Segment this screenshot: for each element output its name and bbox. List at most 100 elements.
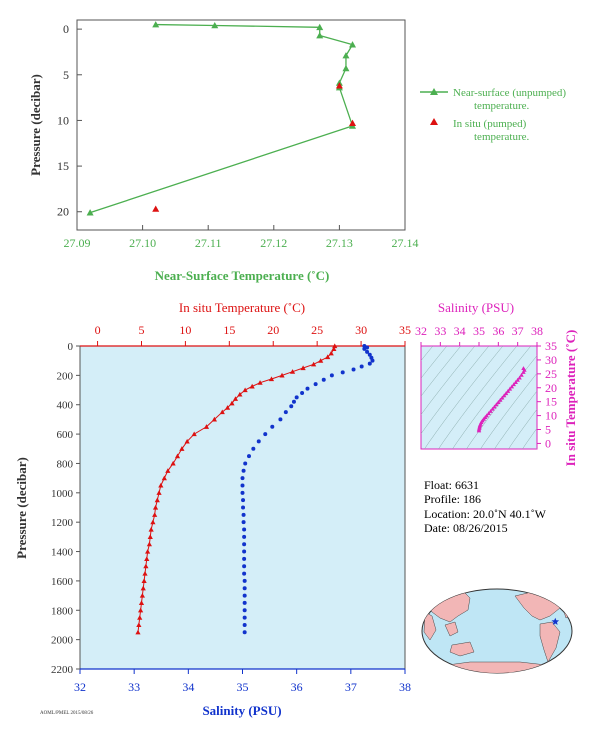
ts-point (500, 395, 505, 400)
temperature-profile-point (165, 468, 171, 473)
temperature-profile-point (237, 391, 243, 397)
unpumped-temperature-point (349, 41, 357, 48)
temperature-profile-series (135, 343, 338, 635)
temperature-profile-point (158, 482, 164, 488)
near-surface-y-label: Pressure (decibar) (28, 74, 43, 176)
temperature-profile-point (144, 556, 150, 561)
pumped-temperature-point (152, 205, 160, 212)
temperature-profile-point (150, 519, 156, 525)
unpumped-temperature-point (152, 21, 160, 28)
salinity-profile-point (362, 346, 367, 351)
unpumped-temperature-point (316, 23, 324, 31)
density-contour-line (494, 390, 537, 449)
ts-point (486, 411, 491, 416)
ts-temperature-tick-label: 5 (545, 423, 551, 437)
ts-salinity-ticks: 32 33 34 35 36 37 38 (415, 324, 543, 346)
temperature-profile-point (137, 615, 143, 620)
temperature-profile-point (203, 424, 210, 429)
salinity-profile-point (359, 364, 364, 369)
density-contour-line (421, 346, 448, 379)
pressure-tick-label: 0 (68, 341, 74, 353)
profile-pressure-ticks: 0 200 400 600 800 1000 1200 1400 1600 1800 2000 220… (51, 341, 80, 676)
ts-y-label: In situ Temperature (˚C) (563, 330, 578, 467)
float-id: Float: 6631 (424, 478, 479, 492)
salinity-profile-point (242, 608, 247, 613)
temperature-profile-point (279, 372, 285, 378)
profile-temperature-ticks: 0 5 10 15 20 25 30 35 (95, 323, 411, 346)
temperature-profile-point (184, 438, 190, 444)
ts-points (476, 366, 527, 433)
ts-salinity-tick-label: 37 (512, 324, 524, 338)
profile-top-x-label: In situ Temperature (˚C) (179, 300, 305, 315)
ts-temperature-tick-label: 20 (545, 381, 557, 395)
ts-point (496, 400, 501, 404)
salinity-profile-point (241, 498, 246, 503)
temperature-tick-label: 35 (399, 323, 411, 337)
footer-code: AOML/PMEL 2015/08/26 (40, 711, 94, 716)
ts-temperature-tick-label: 30 (545, 353, 557, 367)
float-location-marker (551, 617, 560, 625)
temperature-profile-point (152, 504, 159, 510)
salinity-profile-point (367, 361, 372, 366)
temperature-profile-point (138, 600, 145, 606)
ts-temperature-tick-label: 10 (545, 409, 557, 423)
density-contour-line (575, 336, 601, 454)
near-surface-y-tick-label: 15 (57, 159, 69, 173)
ts-point (517, 375, 522, 380)
temperature-profile-point (232, 396, 239, 401)
temperature-profile-point (229, 400, 235, 406)
temperature-tick-label: 0 (95, 323, 101, 337)
salinity-profile-point (242, 600, 247, 605)
legend-pumped-line1: In situ (pumped) (453, 118, 527, 130)
density-contour-line (421, 346, 434, 362)
temperature-tick-label: 25 (311, 323, 323, 337)
temperature-profile-point (219, 409, 225, 415)
salinity-profile-point (242, 615, 247, 620)
pressure-tick-label: 600 (57, 429, 74, 441)
temperature-profile-point (154, 497, 160, 503)
salinity-profile-series (240, 344, 375, 635)
ts-salinity-tick-label: 34 (454, 324, 466, 338)
pressure-tick-label: 1600 (51, 576, 74, 588)
ts-point (519, 372, 524, 377)
salinity-profile-point (241, 512, 246, 517)
unpumped-temperature-point (316, 32, 324, 39)
temperature-profile-point (257, 380, 263, 385)
location: Location: 20.0˚N 40.1˚W (424, 507, 547, 521)
temperature-profile-point (141, 578, 147, 583)
near-surface-temperature-chart: 27.09 27.10 27.11 27.12 27.13 27.14 05101520 … (28, 19, 566, 283)
ts-point (507, 386, 513, 391)
temperature-profile-point (138, 607, 144, 613)
salinity-tick-label: 32 (74, 680, 86, 694)
near-surface-y-tick-label: 10 (57, 113, 69, 127)
ts-point (521, 369, 526, 374)
ts-point (511, 382, 516, 387)
salinity-profile-point (313, 382, 318, 387)
salinity-profile-point (242, 586, 247, 591)
salinity-profile-point (242, 549, 247, 554)
ts-top-x-label: Salinity (PSU) (438, 300, 514, 315)
unpumped-temperature-point (86, 209, 94, 216)
legend-unpumped-line2: temperature. (474, 100, 530, 112)
salinity-profile-point (251, 446, 256, 451)
float-info: Float: 6631 Profile: 186 Location: 20.0˚… (424, 478, 547, 535)
near-surface-x-tick-label: 27.14 (392, 236, 419, 250)
temperature-profile-point (140, 585, 146, 591)
unpumped-temperature-point (342, 64, 350, 72)
pressure-tick-label: 1200 (51, 517, 74, 529)
pressure-tick-label: 200 (57, 370, 74, 382)
density-contour-line (522, 427, 537, 449)
ts-plot-frame (420, 345, 538, 450)
temperature-profile-point (139, 592, 145, 598)
profile-bottom-x-label: Salinity (PSU) (202, 703, 281, 718)
salinity-profile-point (242, 578, 247, 583)
temperature-profile-point (156, 490, 162, 495)
profile-y-label: Pressure (decibar) (14, 457, 29, 559)
temperature-profile-point (300, 365, 306, 371)
india-africa-landmass (423, 611, 437, 641)
temperature-profile-point (136, 622, 142, 628)
salinity-tick-label: 35 (237, 680, 249, 694)
ts-point (484, 413, 489, 418)
temperature-profile-point (211, 416, 217, 422)
